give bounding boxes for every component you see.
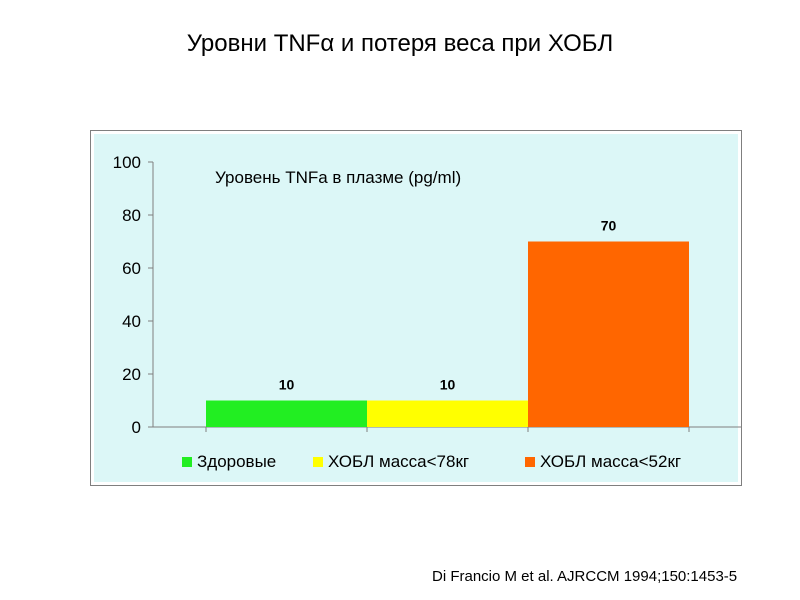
legend-label: ХОБЛ масса<52кг: [540, 452, 681, 471]
data-label: 70: [601, 218, 617, 234]
y-tick-label: 20: [122, 365, 141, 384]
y-tick-label: 0: [132, 418, 141, 437]
legend-label: ХОБЛ масса<78кг: [328, 452, 469, 471]
chart-title: Уровень TNFa в плазме (pg/ml): [215, 168, 461, 187]
y-tick-label: 100: [113, 153, 141, 172]
chart-frame: Уровень TNFa в плазме (pg/ml) 0 20 40 60 80 1…: [90, 130, 742, 486]
bar-2: [367, 400, 528, 427]
citation: Di Francio M et al. AJRCCM 1994;150:1453…: [432, 568, 738, 585]
legend-swatch: [182, 457, 192, 467]
y-tick-label: 40: [122, 312, 141, 331]
legend-swatch: [313, 457, 323, 467]
legend-swatch: [525, 457, 535, 467]
slide-title: Уровни TNFα и потеря веса при ХОБЛ: [186, 30, 614, 57]
data-label: 10: [279, 377, 295, 393]
y-tick-label: 60: [122, 259, 141, 278]
data-label: 10: [440, 377, 456, 393]
bar-chart: Уровень TNFa в плазме (pg/ml) 0 20 40 60 80 1…: [113, 153, 741, 471]
bar-3: [528, 241, 689, 427]
legend-label: Здоровые: [197, 452, 276, 471]
bar-1: [206, 400, 367, 427]
bars: 10 10 70: [206, 218, 689, 427]
y-tick-label: 80: [122, 206, 141, 225]
legend: Здоровые ХОБЛ масса<78кг ХОБЛ масса<52кг: [182, 452, 681, 471]
